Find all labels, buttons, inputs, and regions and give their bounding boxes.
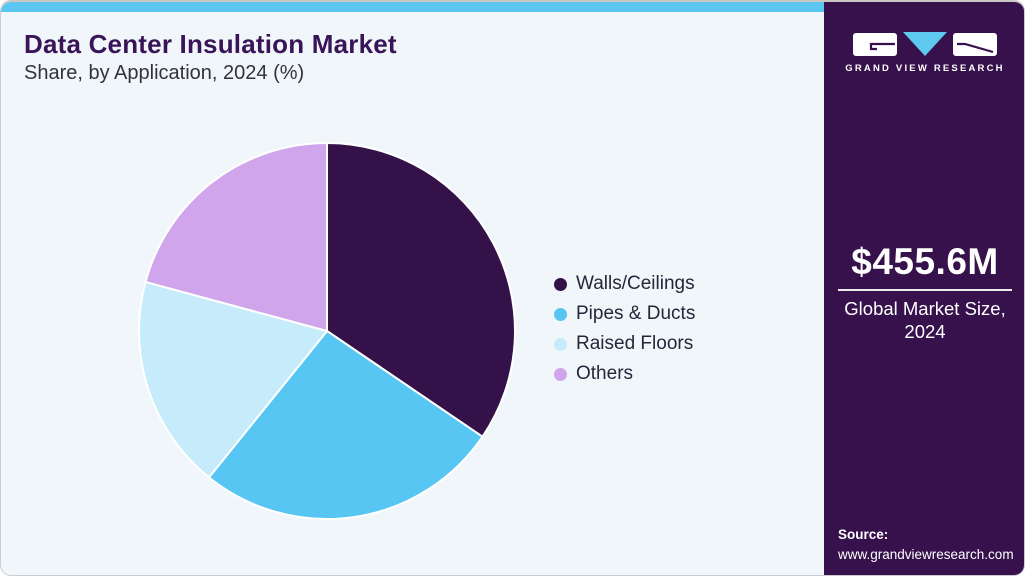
legend-item: Raised Floors xyxy=(554,333,695,354)
top-accent-stripe xyxy=(1,2,824,12)
legend-item: Walls/Ceilings xyxy=(554,273,695,294)
source-label: Source: xyxy=(838,527,889,543)
market-label-line1: Global Market Size, xyxy=(844,298,1006,319)
legend-label: Walls/Ceilings xyxy=(576,273,695,294)
pie-slice-walls-ceilings xyxy=(326,142,516,438)
legend-swatch-icon xyxy=(554,307,567,321)
pie-slice-pipes-ducts xyxy=(207,330,484,520)
pie-chart-svg xyxy=(138,142,516,520)
page-subtitle: Share, by Application, 2024 (%) xyxy=(24,62,305,84)
sidebar: GRAND VIEW RESEARCH $455.6M Global Marke… xyxy=(824,2,1024,575)
brand-name: GRAND VIEW RESEARCH xyxy=(845,63,1005,74)
pie-slice-raised-floors xyxy=(138,280,328,479)
gvr-logo-icon xyxy=(853,32,997,56)
legend: Walls/Ceilings Pipes & Ducts Raised Floors… xyxy=(554,273,696,384)
market-size-block: $455.6M Global Market Size, 2024 xyxy=(824,241,1024,343)
market-size-value: $455.6M xyxy=(851,241,999,282)
legend-swatch-icon xyxy=(554,277,567,291)
source-url: www.grandviewresearch.com xyxy=(838,547,1014,563)
legend-swatch-icon xyxy=(554,367,567,381)
legend-swatch-icon xyxy=(554,337,567,351)
market-divider xyxy=(838,289,1012,291)
gvr-logo: GRAND VIEW RESEARCH xyxy=(824,29,1024,74)
source-block: Source: www.grandviewresearch.com xyxy=(838,525,1014,565)
legend-item: Pipes & Ducts xyxy=(554,303,696,324)
legend-item: Others xyxy=(554,363,695,384)
legend-label: Others xyxy=(576,363,634,384)
legend-label: Raised Floors xyxy=(576,333,694,354)
page-title: Data Center Insulation Market xyxy=(24,29,397,59)
pie-slice-others xyxy=(144,142,328,332)
legend-label: Pipes & Ducts xyxy=(576,303,696,324)
market-label-line2: 2024 xyxy=(904,320,946,342)
chart-area: Data Center Insulation Market Share, by … xyxy=(1,2,824,575)
pie-chart xyxy=(137,141,517,521)
